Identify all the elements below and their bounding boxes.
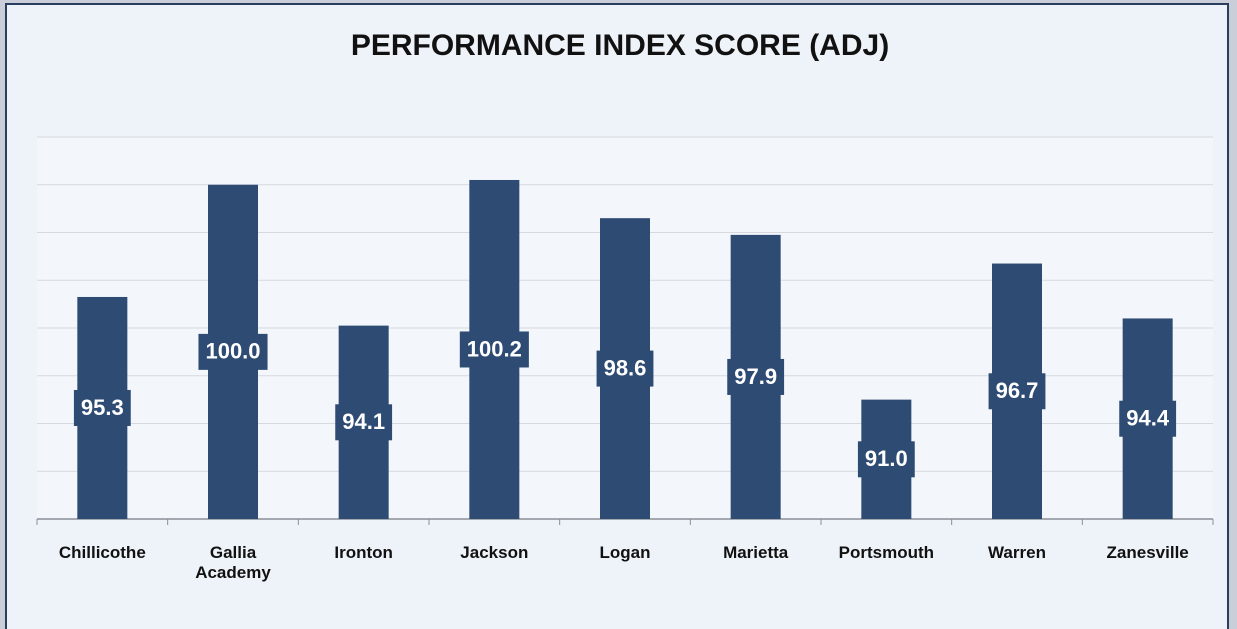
x-tick-label: Logan [599, 543, 651, 562]
value-label-box [596, 350, 654, 387]
value-label: 97.9 [734, 364, 777, 389]
value-label-box [1119, 400, 1177, 437]
value-label: 100.0 [205, 339, 260, 364]
x-tick-label: Marietta [723, 543, 789, 562]
value-label-box [857, 441, 915, 478]
value-label: 98.6 [604, 355, 647, 380]
x-tick-label: Gallia Academy [195, 543, 271, 582]
value-label: 91.0 [865, 446, 908, 471]
x-tick-label: Jackson [460, 543, 529, 562]
x-tick-label: Ironton [334, 543, 393, 562]
value-label-box [459, 331, 529, 368]
chart-title: PERFORMANCE INDEX SCORE (ADJ) [351, 29, 889, 62]
x-tick-label: Zanesville [1106, 543, 1189, 562]
value-label-box [727, 358, 785, 395]
value-label: 94.1 [342, 409, 385, 434]
x-tick-label: Portsmouth [838, 543, 935, 562]
value-label-box [73, 389, 131, 426]
x-tick-label: Warren [988, 543, 1046, 562]
value-label-box [335, 404, 393, 441]
value-label: 100.2 [467, 336, 522, 361]
value-label-box [198, 333, 268, 370]
x-tick-label: Chillicothe [58, 543, 146, 562]
value-label-box [988, 373, 1046, 410]
value-label: 94.4 [1126, 406, 1170, 431]
value-label: 95.3 [81, 395, 124, 420]
value-label: 96.7 [996, 378, 1039, 403]
